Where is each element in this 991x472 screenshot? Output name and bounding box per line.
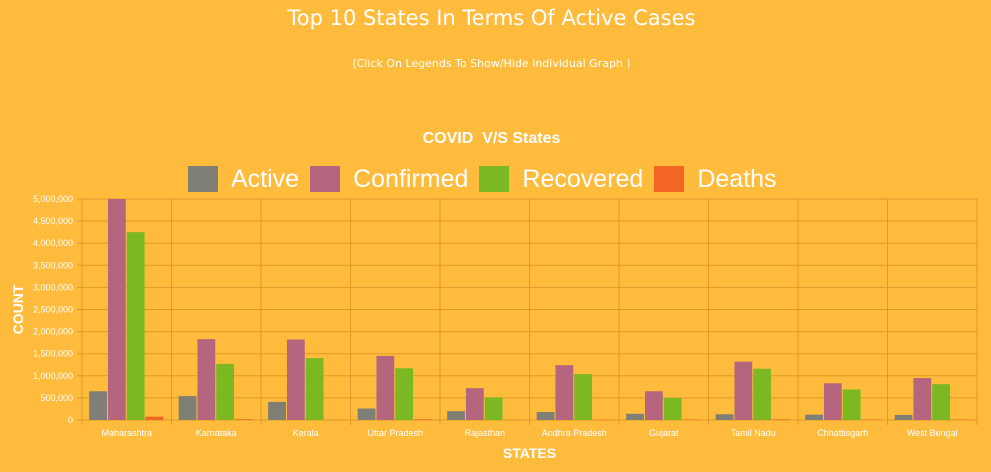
legend-item-recovered[interactable]: Recovered (479, 165, 643, 194)
x-tick-label: Uttar Pradesh (367, 428, 423, 438)
bar-recovered-uttar-pradesh (395, 368, 414, 420)
bar-active-kerala (268, 401, 286, 420)
x-tick-label: Kerala (293, 428, 319, 438)
y-tick-label: 5,000,000 (33, 194, 73, 204)
legend-item-deaths[interactable]: Deaths (654, 164, 777, 194)
x-tick-label: Gujarat (649, 428, 679, 438)
x-tick-label: Karnataka (196, 428, 237, 438)
y-tick-label: 1,500,000 (33, 349, 73, 359)
legend-swatch-confirmed (310, 166, 341, 192)
bar-active-gujarat (626, 413, 644, 420)
bar-confirmed-gujarat (644, 391, 663, 420)
bar-recovered-rajasthan (484, 397, 503, 420)
bar-deaths-karnataka (235, 419, 253, 420)
bar-recovered-west-bengal (932, 384, 951, 420)
bar-recovered-maharashtra (126, 232, 145, 420)
bar-active-tamil-nadu (715, 414, 734, 420)
bar-active-west-bengal (894, 414, 913, 420)
legend-label-active: Active (231, 164, 300, 193)
legend-label-confirmed: Confirmed (353, 164, 469, 193)
y-tick-label: 3,500,000 (33, 260, 73, 270)
bar-confirmed-maharashtra (107, 199, 126, 420)
y-tick-label: 2,500,000 (33, 305, 73, 315)
bar-recovered-andhra-pradesh (574, 374, 593, 420)
bar-recovered-gujarat (663, 397, 682, 420)
bar-active-andhra-pradesh (536, 412, 555, 420)
y-tick-label: 2,000,000 (33, 327, 73, 337)
bar-confirmed-tamil-nadu (734, 361, 753, 420)
bar-deaths-uttar-pradesh (414, 419, 432, 420)
bar-recovered-chhattisgarh (842, 389, 861, 420)
y-tick-label: 3,000,000 (33, 282, 73, 292)
bar-active-maharashtra (89, 391, 107, 420)
bar-active-uttar-pradesh (357, 408, 376, 420)
legend-swatch-active (188, 166, 218, 192)
legend-item-active[interactable]: Active (188, 165, 299, 194)
x-tick-label: Chhattisgarh (817, 428, 868, 438)
legend-swatch-recovered (479, 166, 510, 192)
page-subtitle: (Click On Legends To Show/Hide Individua… (352, 57, 631, 70)
legend-label-recovered: Recovered (522, 164, 644, 193)
x-tick-label: Tamil Nadu (731, 428, 776, 438)
x-tick-label: West Bengal (907, 428, 958, 438)
bar-confirmed-karnataka (197, 339, 216, 420)
x-tick-label: Maharashtra (101, 428, 152, 438)
y-axis-label: COUNT (10, 284, 26, 334)
chart-title: COVID V/S States (422, 130, 561, 147)
y-tick-label: 4,000,000 (33, 238, 73, 248)
bar-deaths-maharashtra (145, 416, 164, 420)
bar-confirmed-west-bengal (913, 378, 932, 420)
bar-deaths-tamil-nadu (772, 419, 790, 420)
bar-confirmed-rajasthan (465, 388, 484, 420)
page-title: Top 10 States In Terms Of Active Cases (287, 6, 696, 30)
y-tick-label: 1,000,000 (33, 371, 73, 381)
x-tick-label: Rajasthan (464, 428, 505, 438)
x-axis-label: STATES (503, 445, 556, 461)
bar-active-karnataka (178, 396, 197, 420)
bar-recovered-karnataka (216, 363, 235, 420)
chart-legend: Active Confirmed Recovered Deaths (188, 164, 788, 194)
bar-confirmed-kerala (286, 339, 305, 420)
bar-active-rajasthan (447, 411, 465, 420)
bar-confirmed-chhattisgarh (823, 383, 842, 420)
bar-confirmed-uttar-pradesh (376, 355, 395, 420)
bar-recovered-tamil-nadu (753, 368, 772, 420)
bar-recovered-kerala (305, 358, 324, 420)
bar-confirmed-andhra-pradesh (555, 365, 574, 420)
legend-label-deaths: Deaths (697, 164, 777, 193)
legend-swatch-deaths (654, 166, 685, 192)
legend-item-confirmed[interactable]: Confirmed (310, 165, 468, 194)
y-tick-label: 4,500,000 (33, 216, 73, 226)
y-tick-label: 500,000 (40, 393, 73, 403)
bar-active-chhattisgarh (805, 414, 823, 420)
x-tick-label: Andhra Pradesh (542, 428, 607, 438)
y-tick-label: 0 (68, 415, 73, 425)
